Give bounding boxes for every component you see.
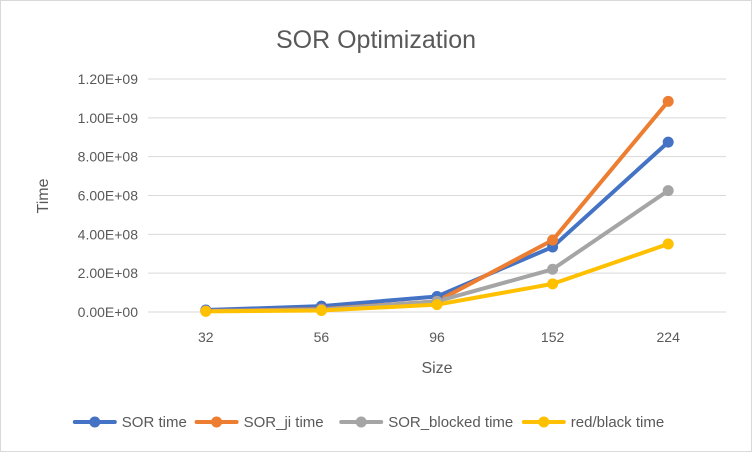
y-tick-label: 1.20E+09: [78, 71, 139, 87]
x-axis-label: Size: [421, 360, 452, 377]
legend-marker: [538, 416, 550, 428]
chart-title: SOR Optimization: [276, 26, 476, 54]
y-tick-label: 8.00E+08: [78, 149, 139, 165]
y-tick-label: 2.00E+08: [78, 265, 139, 281]
data-point: [662, 136, 674, 148]
legend-marker: [89, 416, 101, 428]
y-tick-label: 6.00E+08: [78, 188, 139, 204]
x-tick-label: 32: [198, 329, 214, 345]
legend-label: red/black time: [571, 414, 664, 431]
gridlines: [148, 78, 726, 313]
legend-marker: [355, 416, 367, 428]
series-points: [200, 95, 674, 317]
y-tick-label: 4.00E+08: [78, 226, 139, 242]
y-tick-labels: 0.00E+00 2.00E+08 4.00E+08 6.00E+08 8.00E+08…: [78, 71, 139, 320]
data-point: [547, 234, 559, 246]
data-point: [662, 238, 674, 250]
legend-marker: [211, 416, 223, 428]
legend-label: SOR_ji time: [244, 414, 324, 431]
data-point: [431, 299, 443, 311]
series-lines: [203, 99, 671, 314]
series-line: [203, 140, 671, 313]
x-tick-label: 56: [314, 329, 330, 345]
data-point: [200, 305, 212, 317]
data-point: [547, 278, 559, 290]
y-tick-label: 1.00E+09: [78, 110, 139, 126]
x-tick-label: 96: [429, 329, 445, 345]
legend: SOR time SOR_ji time SOR_blocked time red/b…: [72, 414, 664, 431]
data-point: [662, 95, 674, 107]
legend-label: SOR time: [122, 414, 187, 431]
data-point: [315, 304, 327, 316]
y-tick-label: 0.00E+00: [78, 304, 139, 320]
legend-label: SOR_blocked time: [388, 414, 513, 431]
data-point: [547, 263, 559, 275]
x-tick-label: 224: [657, 329, 681, 345]
y-axis-label: Time: [35, 178, 52, 213]
data-point: [662, 185, 674, 197]
x-tick-labels: 32 56 96 152 224: [198, 329, 680, 345]
x-tick-label: 152: [541, 329, 565, 345]
